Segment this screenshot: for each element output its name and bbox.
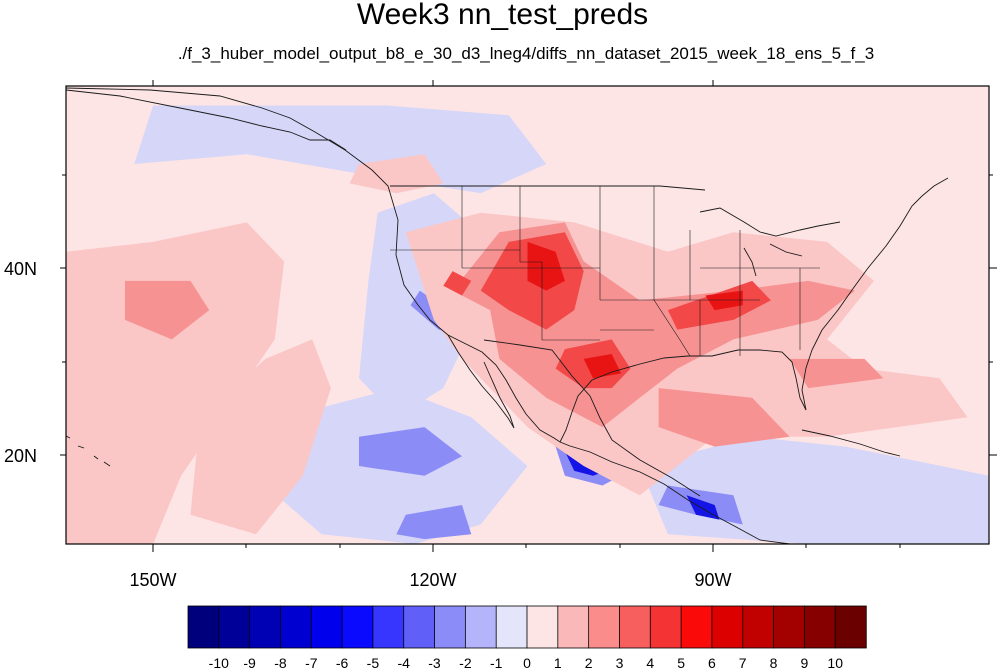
anomaly-region-b2-4 — [359, 427, 462, 476]
colorbar-label: -9 — [243, 655, 256, 671]
colorbar-swatch-4 — [310, 605, 343, 649]
anomaly-region-b1-0 — [134, 105, 547, 194]
colorbar-label: -4 — [397, 655, 410, 671]
colorbar-swatch-5 — [341, 605, 374, 649]
north-america-coastline — [66, 87, 791, 544]
colorbar-swatch-16 — [680, 605, 713, 649]
hawaii-islands — [66, 435, 111, 467]
anomaly-region-r2-15 — [125, 280, 210, 340]
colorbar-swatch-9 — [464, 605, 497, 649]
colorbar-swatch-12 — [557, 605, 590, 649]
state-lines — [390, 186, 820, 357]
anomaly-fill-layer — [66, 105, 989, 544]
colorbar-label: 3 — [616, 655, 624, 671]
colorbar — [187, 605, 867, 649]
colorbar-swatch-0 — [187, 605, 220, 649]
great-lakes — [699, 207, 841, 277]
colorbar-swatch-17 — [711, 605, 744, 649]
colorbar-label: 4 — [646, 655, 654, 671]
colorbar-label: -3 — [428, 655, 441, 671]
anomaly-region-r3-22 — [443, 271, 472, 296]
east-coast — [811, 177, 949, 351]
colorbar-swatch-2 — [249, 605, 282, 649]
colorbar-swatch-11 — [526, 605, 559, 649]
map-title: Week3 nn_test_preds — [356, 0, 649, 31]
colorbar-labels: -10 -9 -8 -7 -6 -5 -4 -3 -2 -1 0 1 2 3 4 5 6 7 8 9 10 — [209, 655, 844, 671]
colorbar-label: 0 — [523, 655, 531, 671]
lat-label-20n: 20N — [4, 446, 37, 466]
colorbar-label: -8 — [274, 655, 287, 671]
colorbar-label: 7 — [739, 655, 747, 671]
alaska-coast — [66, 89, 347, 151]
anomaly-region-r2-17 — [658, 388, 790, 447]
plot-frame — [65, 85, 990, 545]
lon-label-120w: 120W — [409, 570, 456, 590]
anomaly-region-r4-25 — [705, 290, 743, 311]
colorbar-label: 10 — [827, 655, 843, 671]
coastline-layer — [66, 87, 949, 544]
colorbar-label: -7 — [305, 655, 318, 671]
gulf-coast — [559, 349, 813, 443]
colorbar-label: 2 — [585, 655, 593, 671]
cuba — [801, 429, 901, 457]
colorbar-swatch-1 — [218, 605, 251, 649]
colorbar-label: 8 — [770, 655, 778, 671]
colorbar-label: 9 — [801, 655, 809, 671]
colorbar-swatch-21 — [834, 605, 867, 649]
mexico-outline — [483, 339, 701, 497]
anomaly-region-r1-14 — [349, 154, 444, 194]
anomaly-region-b2-7 — [396, 505, 472, 540]
colorbar-swatch-6 — [372, 605, 405, 649]
colorbar-swatch-19 — [773, 605, 806, 649]
colorbar-swatch-15 — [649, 605, 682, 649]
lon-label-90w: 90W — [694, 570, 731, 590]
colorbar-swatch-20 — [803, 605, 836, 649]
colorbar-swatch-13 — [588, 605, 621, 649]
colorbar-swatch-18 — [742, 605, 775, 649]
colorbar-label: -1 — [490, 655, 503, 671]
colorbar-label: 5 — [677, 655, 685, 671]
colorbar-swatch-8 — [434, 605, 467, 649]
anomaly-region-r4-23 — [527, 241, 565, 291]
map-subtitle: ./f_3_huber_model_output_b8_e_30_d3_lneg… — [177, 44, 875, 63]
lat-label-40n: 40N — [4, 259, 37, 279]
lon-label-150w: 150W — [129, 570, 176, 590]
colorbar-label: 1 — [554, 655, 562, 671]
anomaly-region-r2-18 — [789, 358, 884, 389]
us-canada-border — [390, 185, 706, 191]
colorbar-label: -10 — [209, 655, 229, 671]
axis-ticks — [60, 80, 997, 552]
colorbar-swatch-7 — [403, 605, 436, 649]
colorbar-swatch-10 — [495, 605, 528, 649]
colorbar-label: -2 — [459, 655, 472, 671]
colorbar-swatch-14 — [619, 605, 651, 649]
baja-california — [447, 334, 515, 429]
anomaly-region-r1-11 — [66, 222, 285, 544]
anomaly-region-r1-12 — [190, 339, 331, 535]
colorbar-swatch-3 — [280, 605, 312, 649]
colorbar-label: -6 — [336, 655, 349, 671]
colorbar-label: 6 — [708, 655, 716, 671]
colorbar-label: -5 — [367, 655, 380, 671]
